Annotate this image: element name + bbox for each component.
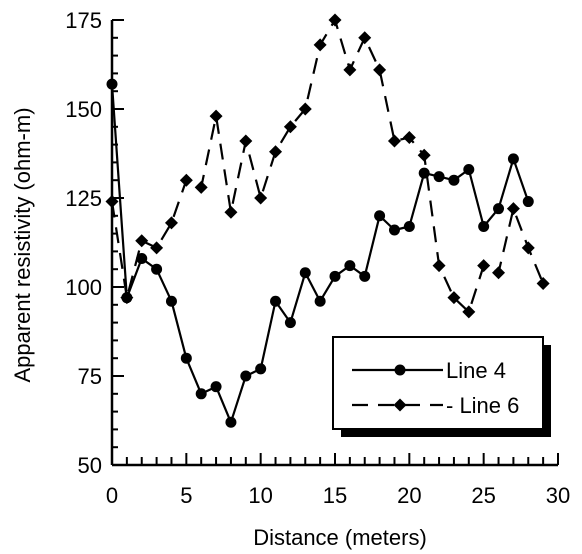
- data-point-diamond: [313, 38, 327, 52]
- axes: 50 75 100 125 150 175 0 5 10 15 20 25 30: [65, 8, 570, 508]
- data-point-circle: [106, 78, 118, 90]
- series-line-4: [106, 78, 534, 428]
- data-point-circle: [507, 153, 519, 165]
- x-tick-label: 25: [471, 483, 495, 508]
- data-point-circle: [344, 260, 356, 272]
- y-tick-label: 175: [65, 8, 102, 33]
- data-point-diamond: [402, 130, 416, 144]
- data-point-circle: [210, 381, 222, 393]
- data-point-circle: [388, 224, 400, 236]
- data-point-diamond: [298, 102, 312, 116]
- legend-marker: [394, 364, 406, 376]
- data-point-diamond: [209, 109, 223, 123]
- y-tick-label: 50: [78, 453, 102, 478]
- data-point-diamond: [150, 241, 164, 255]
- x-tick-label: 0: [106, 483, 118, 508]
- data-point-circle: [165, 295, 177, 307]
- data-point-diamond: [536, 276, 550, 290]
- data-point-diamond: [432, 259, 446, 273]
- legend-label: Line 4: [446, 358, 506, 383]
- legend-label: - Line 6: [446, 393, 519, 418]
- data-point-diamond: [239, 134, 253, 148]
- data-point-diamond: [283, 120, 297, 134]
- data-point-circle: [463, 164, 475, 176]
- data-point-circle: [195, 388, 207, 400]
- data-point-diamond: [521, 241, 535, 255]
- data-point-circle: [299, 267, 311, 279]
- data-point-circle: [255, 363, 267, 375]
- data-point-circle: [448, 174, 460, 186]
- y-tick-label: 75: [78, 364, 102, 389]
- data-point-diamond: [179, 173, 193, 187]
- data-point-diamond: [105, 195, 119, 209]
- series-layer: [105, 13, 550, 428]
- data-point-circle: [136, 253, 148, 265]
- data-point-diamond: [164, 216, 178, 230]
- data-point-diamond: [506, 202, 520, 216]
- data-point-diamond: [477, 259, 491, 273]
- data-point-diamond: [387, 134, 401, 148]
- legend-box: [332, 336, 544, 430]
- data-point-diamond: [224, 205, 238, 219]
- y-tick-label: 150: [65, 97, 102, 122]
- data-point-circle: [493, 203, 505, 215]
- data-point-diamond: [447, 291, 461, 305]
- y-axis-label: Apparent resistivity (ohm-m): [10, 107, 35, 382]
- data-point-diamond: [269, 145, 283, 159]
- data-point-diamond: [328, 13, 342, 27]
- data-point-circle: [374, 210, 386, 222]
- data-point-circle: [522, 196, 534, 208]
- data-point-diamond: [417, 148, 431, 162]
- data-point-diamond: [343, 63, 357, 77]
- series-line-6: [105, 13, 550, 319]
- x-tick-label: 15: [323, 483, 347, 508]
- data-point-circle: [151, 263, 163, 275]
- data-point-circle: [270, 295, 282, 307]
- data-point-circle: [433, 171, 445, 183]
- data-point-circle: [284, 317, 296, 329]
- data-point-diamond: [194, 180, 208, 194]
- data-point-circle: [225, 416, 237, 428]
- x-tick-label: 30: [546, 483, 570, 508]
- data-point-circle: [240, 370, 252, 382]
- data-point-circle: [329, 270, 341, 282]
- y-tick-label: 100: [65, 275, 102, 300]
- legend: Line 4 - Line 6: [332, 336, 551, 437]
- data-point-diamond: [120, 291, 134, 305]
- data-point-circle: [314, 295, 326, 307]
- data-point-circle: [359, 270, 371, 282]
- data-point-diamond: [135, 234, 149, 248]
- data-point-circle: [478, 220, 490, 232]
- y-tick-label: 125: [65, 186, 102, 211]
- legend-marker: [393, 398, 407, 412]
- x-tick-label: 20: [397, 483, 421, 508]
- x-tick-label: 5: [180, 483, 192, 508]
- data-point-diamond: [462, 305, 476, 319]
- data-point-diamond: [492, 266, 506, 280]
- x-axis-label: Distance (meters): [253, 525, 427, 550]
- x-tick-label: 10: [248, 483, 272, 508]
- data-point-circle: [403, 220, 415, 232]
- data-point-diamond: [254, 191, 268, 205]
- data-point-circle: [180, 352, 192, 364]
- series-line: [110, 18, 545, 313]
- data-point-diamond: [373, 63, 387, 77]
- data-point-diamond: [358, 31, 372, 45]
